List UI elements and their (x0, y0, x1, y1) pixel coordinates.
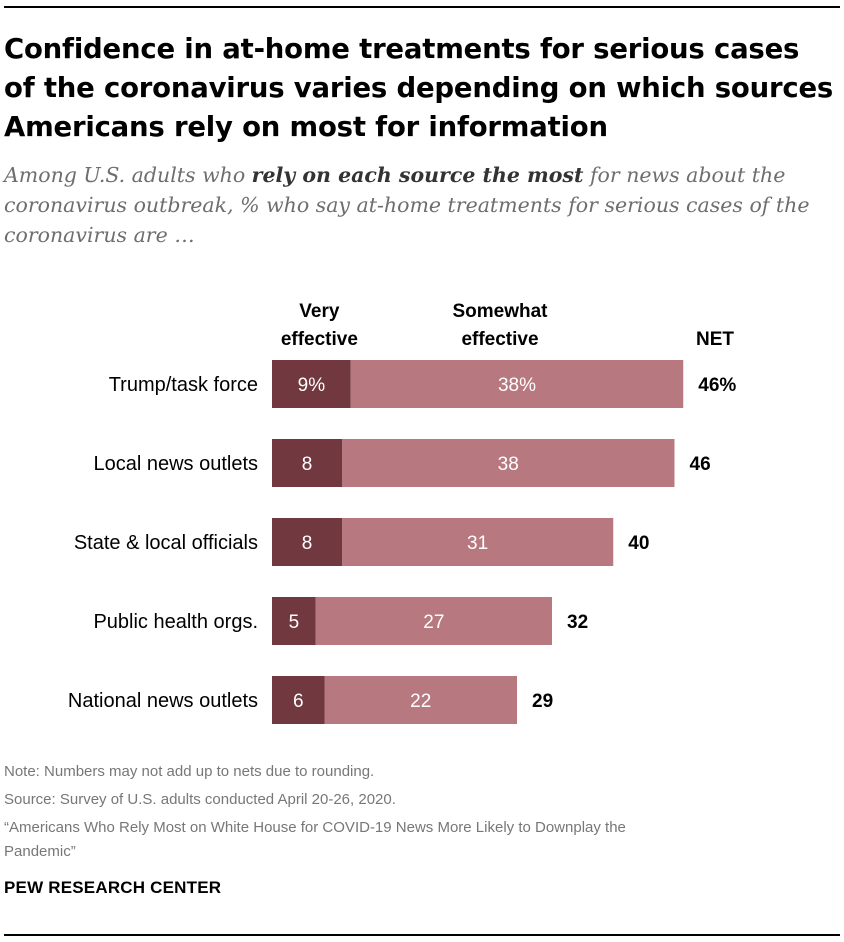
bar-somewhat-effective (315, 597, 552, 645)
bar-very-effective (272, 439, 342, 487)
category-label: Trump/task force (109, 374, 258, 396)
category-label: Local news outlets (93, 453, 258, 475)
subtitle-text-end: for news about the coronavirus outbreak,… (4, 163, 810, 247)
bar-somewhat-effective (324, 676, 517, 724)
value-label-somewhat-effective: 27 (423, 612, 444, 633)
bar-very-effective (272, 597, 316, 645)
subtitle-emphasis: rely on each source the most (251, 163, 584, 187)
bar-somewhat-effective (342, 518, 614, 566)
bar-very-effective (272, 676, 325, 724)
header-somewhat-effective: effective (461, 329, 538, 350)
category-label: Public health orgs. (93, 611, 258, 633)
chart-title: Confidence in at-home treatments for ser… (4, 33, 834, 143)
value-label-somewhat-effective: 38% (498, 375, 536, 396)
value-label-net: 46% (698, 375, 736, 396)
footnote-report-title: “Americans Who Rely Most on White House … (4, 819, 626, 836)
value-label-very-effective: 8 (302, 533, 313, 554)
value-label-net: 40 (628, 533, 649, 554)
footnote-note: Note: Numbers may not add up to nets due… (4, 763, 375, 780)
value-label-very-effective: 5 (289, 612, 300, 633)
value-label-net: 46 (690, 454, 711, 475)
subtitle-text-start: Among U.S. adults who (4, 163, 252, 187)
value-label-net: 29 (532, 691, 553, 712)
bottom-rule (4, 934, 840, 936)
stacked-bar-chart: Very effective Somewhat effective NET Trump/t… (68, 301, 736, 724)
value-label-somewhat-effective: 22 (410, 691, 431, 712)
value-label-somewhat-effective: 31 (467, 533, 488, 554)
value-label-net: 32 (567, 612, 588, 633)
bar-somewhat-effective (350, 360, 684, 408)
bar-very-effective (272, 360, 351, 408)
value-label-very-effective: 6 (293, 691, 304, 712)
pew-research-center-logo: PEW RESEARCH CENTER (4, 878, 222, 897)
top-rule (4, 6, 840, 8)
header-net: NET (696, 329, 734, 350)
bar-somewhat-effective (342, 439, 675, 487)
category-label: National news outlets (68, 690, 258, 712)
category-label: State & local officials (74, 532, 258, 554)
value-label-very-effective: 8 (302, 454, 313, 475)
header-very-effective: Very (299, 301, 340, 322)
footnote-source: Source: Survey of U.S. adults conducted … (4, 791, 396, 808)
chart-subtitle: Among U.S. adults who rely on each sourc… (4, 160, 840, 250)
header-somewhat-effective: Somewhat (452, 301, 548, 322)
value-label-somewhat-effective: 38 (498, 454, 519, 475)
header-very-effective: effective (281, 329, 358, 350)
bar-very-effective (272, 518, 342, 566)
value-label-very-effective: 9% (298, 375, 326, 396)
footnote-report-title-continued: Pandemic” (4, 843, 76, 860)
